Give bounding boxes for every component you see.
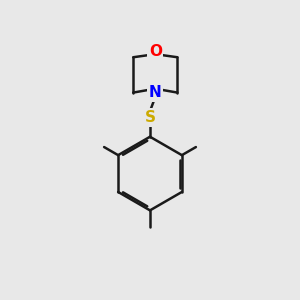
Text: N: N — [149, 85, 162, 100]
Text: O: O — [149, 44, 162, 59]
Text: S: S — [145, 110, 155, 125]
